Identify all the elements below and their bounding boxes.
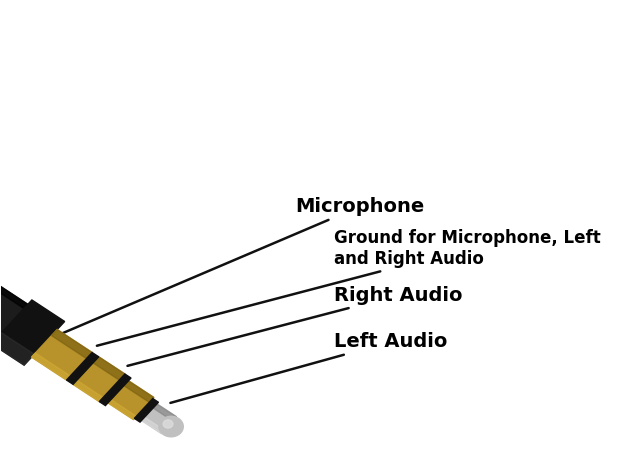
Text: Left Audio: Left Audio — [170, 332, 447, 403]
Polygon shape — [93, 357, 125, 380]
Polygon shape — [31, 330, 92, 380]
Text: Microphone: Microphone — [45, 197, 425, 341]
Polygon shape — [0, 300, 65, 365]
Polygon shape — [67, 353, 99, 385]
Polygon shape — [0, 333, 34, 365]
Polygon shape — [73, 357, 125, 401]
Polygon shape — [142, 404, 177, 433]
Polygon shape — [0, 195, 28, 339]
Polygon shape — [73, 380, 103, 401]
Text: Ground for Microphone, Left
and Right Audio: Ground for Microphone, Left and Right Au… — [97, 229, 601, 346]
Polygon shape — [0, 224, 1, 339]
Polygon shape — [153, 404, 177, 421]
Circle shape — [163, 420, 173, 428]
Text: Right Audio: Right Audio — [128, 286, 462, 366]
Polygon shape — [99, 374, 131, 406]
Polygon shape — [135, 399, 159, 422]
Circle shape — [159, 416, 183, 437]
Polygon shape — [52, 330, 92, 359]
Polygon shape — [0, 195, 28, 309]
Polygon shape — [108, 400, 136, 419]
Polygon shape — [31, 353, 70, 380]
Polygon shape — [124, 381, 154, 402]
Polygon shape — [142, 417, 164, 433]
Polygon shape — [108, 381, 154, 419]
